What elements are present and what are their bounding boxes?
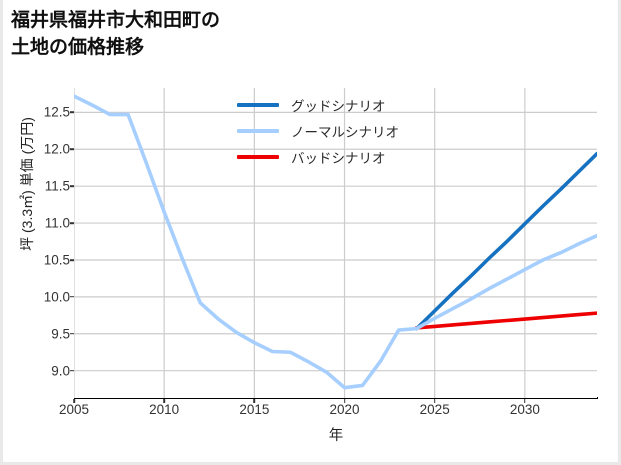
y-tick-mark [70, 148, 74, 151]
x-tick-mark [253, 399, 256, 403]
series-line [74, 94, 597, 390]
y-tick-label: 12.0 [43, 141, 70, 157]
legend-label: ノーマルシナリオ [291, 125, 399, 140]
x-tick-label: 2030 [509, 402, 540, 417]
x-tick-mark [343, 399, 346, 403]
legend-item[interactable]: ノーマルシナリオ [237, 118, 467, 144]
x-axis-spine [74, 397, 598, 399]
y-tick-mark [70, 185, 74, 187]
x-tick-mark [73, 399, 75, 403]
x-tick-mark [524, 399, 526, 403]
y-tick-label: 11.5 [44, 178, 70, 194]
x-tick-mark [433, 399, 436, 403]
y-tick-mark [70, 332, 74, 335]
plot-area [74, 88, 597, 398]
legend-label: バッドシナリオ [291, 151, 386, 166]
series-line [414, 311, 597, 330]
y-tick-mark [70, 222, 74, 224]
legend-color-swatch [237, 103, 279, 107]
chart-canvas [74, 88, 597, 398]
legend-item[interactable]: バッドシナリオ [237, 144, 467, 170]
legend-color-swatch [237, 129, 279, 133]
x-tick-label: 2010 [149, 402, 180, 417]
chart-legend: グッドシナリオ ノーマルシナリオ バッドシナリオ [237, 92, 467, 170]
x-axis-label: 年 [328, 428, 344, 444]
x-tick-label: 2025 [419, 402, 450, 417]
x-tick-label: 2015 [239, 402, 270, 417]
y-tick-mark [70, 259, 74, 261]
y-tick-label: 9.5 [51, 326, 70, 342]
x-tick-mark [163, 399, 165, 403]
y-tick-label: 10.5 [43, 252, 70, 268]
y-tick-label: 11.0 [44, 215, 70, 231]
y-axis-ticks: 9.0 9.5 10.0 10.5 11.0 11.5 12.0 12.5 [0, 0, 74, 465]
x-tick-label: 2020 [329, 402, 360, 417]
series-line [414, 151, 597, 331]
y-tick-mark [70, 296, 74, 298]
y-tick-label: 9.0 [51, 363, 70, 379]
y-tick-mark [70, 369, 74, 372]
series-lines [74, 94, 597, 390]
legend-label: グッドシナリオ [291, 99, 386, 114]
y-axis-label: 坪 (3.3㎡) 単価 (万円) [19, 117, 35, 251]
gridlines [74, 88, 597, 398]
page-title: 福井県福井市大和田町の 土地の価格推移 [11, 10, 221, 58]
y-tick-label: 10.0 [43, 289, 70, 305]
x-tick-label: 2005 [58, 402, 90, 417]
legend-item[interactable]: グッドシナリオ [237, 92, 467, 118]
legend-color-swatch [237, 155, 279, 159]
y-tick-mark [70, 111, 74, 114]
y-tick-label: 12.5 [43, 104, 70, 120]
